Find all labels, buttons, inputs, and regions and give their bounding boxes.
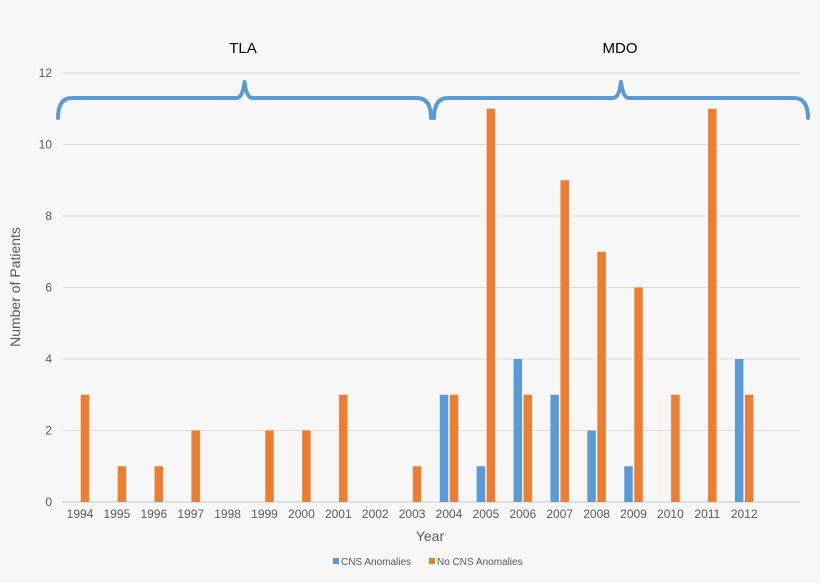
group-braces: TLA MDO — [56, 40, 810, 120]
x-tick-label: 2003 — [399, 507, 426, 521]
x-tick-label: 2000 — [288, 507, 315, 521]
bar-no-cns-anomalies — [744, 394, 754, 502]
x-tick-label: 2004 — [436, 507, 463, 521]
x-tick-label: 1999 — [251, 507, 278, 521]
x-tick-label: 2010 — [657, 507, 684, 521]
bar-no-cns-anomalies — [486, 108, 496, 502]
y-tick-label: 6 — [45, 281, 52, 295]
bar-no-cns-anomalies — [302, 430, 311, 502]
legend: CNS Anomalies No CNS Anomalies — [333, 557, 523, 568]
bar-no-cns-anomalies — [708, 108, 717, 502]
mdo-brace — [432, 80, 810, 120]
y-axis-title: Number of Patients — [7, 227, 23, 347]
x-tick-label: 1996 — [140, 507, 167, 521]
y-tick-label: 0 — [45, 495, 52, 509]
legend-label-no-cns: No CNS Anomalies — [437, 557, 523, 568]
bar-no-cns-anomalies — [523, 394, 533, 502]
x-tick-label: 2002 — [362, 507, 389, 521]
bars — [80, 108, 754, 502]
x-tick-label: 2011 — [694, 507, 720, 521]
x-tick-label: 2007 — [546, 507, 573, 521]
bar-no-cns-anomalies — [671, 394, 680, 502]
bar-cns-anomalies — [513, 359, 523, 502]
y-tick-label: 2 — [45, 424, 52, 438]
bar-no-cns-anomalies — [560, 180, 569, 502]
x-tick-label: 2012 — [731, 507, 758, 521]
bar-no-cns-anomalies — [80, 394, 90, 502]
bar-no-cns-anomalies — [449, 394, 459, 502]
mdo-group-label: MDO — [603, 40, 638, 57]
bar-no-cns-anomalies — [339, 394, 348, 502]
x-tick-label: 2009 — [620, 507, 647, 521]
bar-no-cns-anomalies — [412, 466, 422, 502]
bar-no-cns-anomalies — [154, 466, 164, 502]
bar-no-cns-anomalies — [117, 466, 127, 502]
y-tick-labels: 0 2 4 6 8 10 12 — [39, 66, 53, 509]
x-tick-label: 2008 — [583, 507, 610, 521]
x-axis-title: Year — [416, 528, 445, 544]
legend-label-cns: CNS Anomalies — [341, 557, 411, 568]
bar-cns-anomalies — [587, 430, 596, 502]
x-tick-label: 1998 — [214, 507, 241, 521]
x-tick-label: 1995 — [104, 507, 131, 521]
y-tick-label: 4 — [45, 352, 52, 366]
x-tick-label: 2005 — [473, 507, 500, 521]
bar-cns-anomalies — [550, 394, 559, 502]
x-tick-label: 2006 — [509, 507, 536, 521]
gridlines — [62, 72, 800, 503]
legend-swatch-cns — [333, 558, 339, 564]
x-tick-label: 1997 — [177, 507, 204, 521]
tla-group-label: TLA — [229, 40, 257, 57]
y-tick-label: 8 — [45, 209, 52, 223]
bar-no-cns-anomalies — [265, 430, 274, 502]
x-tick-label: 1994 — [67, 507, 94, 521]
x-tick-label: 2001 — [325, 507, 352, 521]
y-tick-label: 10 — [39, 138, 53, 152]
bar-no-cns-anomalies — [597, 251, 606, 502]
x-tick-labels: 1994 1995 1996 1997 1998 1999 2000 2001 2002 2003… — [67, 507, 758, 521]
bar-no-cns-anomalies — [191, 430, 200, 502]
tla-brace — [56, 80, 433, 120]
bar-cns-anomalies — [624, 466, 633, 502]
bar-no-cns-anomalies — [634, 287, 643, 502]
bar-cns-anomalies — [439, 394, 449, 502]
legend-swatch-no-cns — [429, 558, 435, 564]
y-tick-label: 12 — [39, 66, 53, 80]
bar-cns-anomalies — [734, 359, 744, 502]
bar-cns-anomalies — [476, 466, 486, 502]
